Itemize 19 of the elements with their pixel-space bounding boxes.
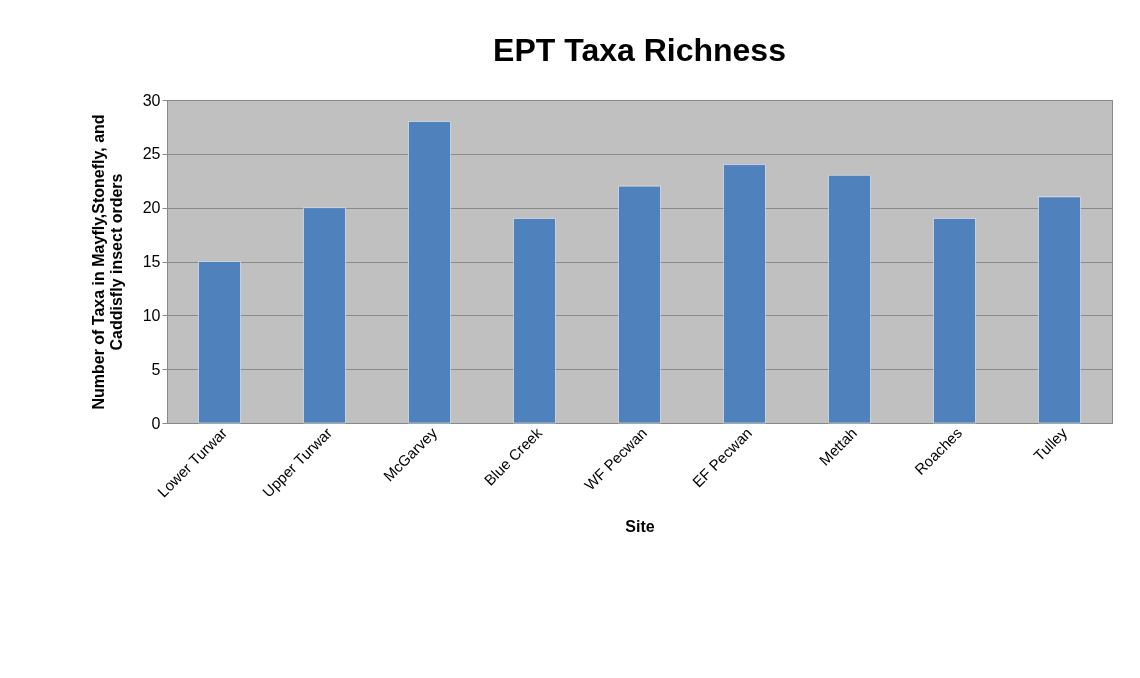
bar <box>513 218 556 424</box>
y-tick-label: 20 <box>142 199 161 217</box>
bar <box>303 207 346 424</box>
y-axis-title: Number of Taxa in Mayfly,Stonefly, and Caddisfly insect orders <box>89 114 125 410</box>
bar <box>198 261 241 424</box>
y-tick-label: 25 <box>142 145 161 163</box>
bar <box>408 121 451 424</box>
bar <box>933 218 976 424</box>
y-tick-label: 5 <box>151 360 161 378</box>
y-tick-label: 15 <box>142 253 161 270</box>
x-axis-title: Site <box>625 517 655 535</box>
y-tick-label: 10 <box>142 306 161 324</box>
y-tick-label: 30 <box>142 91 161 109</box>
y-tick-label: 0 <box>151 414 161 432</box>
bar <box>618 185 661 424</box>
bar <box>723 164 766 424</box>
bar <box>1038 196 1081 424</box>
chart-title: EPT Taxa Richness <box>493 32 786 68</box>
bar <box>828 175 871 424</box>
